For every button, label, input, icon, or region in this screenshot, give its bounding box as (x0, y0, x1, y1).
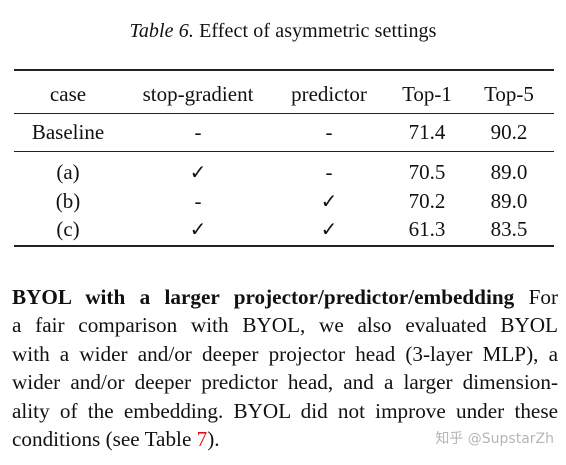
row-c-top5: 83.5 (490, 217, 528, 241)
paragraph-line: with a wider and/or deeper projector hea… (12, 341, 558, 366)
row-baseline-stop-gradient: - (194, 120, 202, 144)
watermark: 知乎 @SupstarZh (435, 431, 554, 447)
paragraph-line: a fair comparison with BYOL, we also eva… (12, 313, 558, 338)
row-c-predictor-check-icon: ✓ (320, 217, 338, 241)
row-a-predictor: - (325, 160, 333, 184)
table-baseline-rule (14, 151, 554, 152)
header-top1: Top-1 (402, 82, 452, 106)
paragraph-line6-post: ). (207, 426, 220, 451)
table-reference-link[interactable]: 7 (196, 426, 208, 451)
row-a-top5: 89.0 (490, 160, 528, 184)
row-a-stop-gradient-check-icon: ✓ (189, 160, 207, 184)
body-paragraph: BYOL with a larger projector/predictor/e… (12, 283, 558, 453)
paragraph-line1-rest: For (528, 285, 559, 309)
row-b-top5: 89.0 (490, 189, 528, 213)
header-case: case (49, 82, 87, 106)
row-baseline-case: Baseline (31, 120, 105, 144)
table-caption: Table 6. Effect of asymmetric settings (0, 20, 566, 43)
table-bottom-rule (14, 245, 554, 247)
row-b-predictor-check-icon: ✓ (320, 189, 338, 213)
paragraph-line: ality of the embedding. BYOL did not imp… (12, 398, 558, 423)
row-c-top1: 61.3 (408, 217, 446, 241)
header-top5: Top-5 (484, 82, 534, 106)
row-baseline-top5: 90.2 (490, 120, 528, 144)
caption-text: Effect of asymmetric settings (199, 20, 437, 42)
row-baseline-predictor: - (325, 120, 333, 144)
header-stop-gradient: stop-gradient (142, 82, 254, 106)
row-b-case: (b) (55, 189, 81, 213)
row-b-top1: 70.2 (408, 189, 446, 213)
paragraph-line: conditions (see Table 7). (12, 425, 558, 453)
table-top-rule (14, 69, 554, 71)
paragraph-line6-pre: conditions (see Table (12, 426, 197, 451)
row-a-top1: 70.5 (408, 160, 446, 184)
row-c-case: (c) (56, 217, 80, 241)
paragraph-line: wider and/or deeper predictor head, and … (12, 370, 558, 395)
table-header-rule (14, 113, 554, 114)
paragraph-heading: BYOL with a larger projector/predictor/e… (12, 285, 515, 309)
row-a-case: (a) (56, 160, 80, 184)
paragraph-line: BYOL with a larger projector/predictor/e… (12, 283, 558, 311)
row-b-stop-gradient: - (194, 189, 202, 213)
header-predictor: predictor (291, 82, 367, 106)
caption-label: Table 6. (129, 20, 194, 42)
row-c-stop-gradient-check-icon: ✓ (189, 217, 207, 241)
row-baseline-top1: 71.4 (408, 120, 446, 144)
